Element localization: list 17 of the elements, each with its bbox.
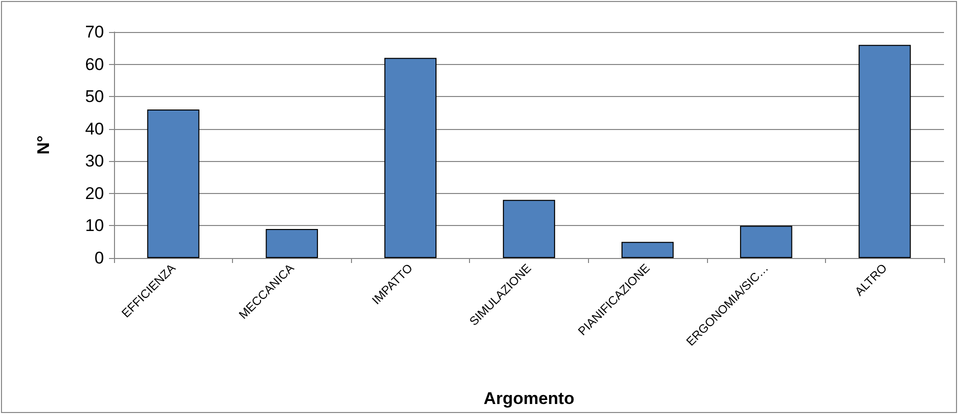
y-tick-label: 0	[94, 248, 104, 268]
bar	[621, 242, 674, 258]
y-tick-label: 60	[85, 54, 104, 74]
y-tick-label: 50	[85, 87, 104, 106]
y-tick-label: 40	[85, 119, 104, 138]
y-tick-label: 10	[85, 216, 104, 236]
y-tick-label: 20	[85, 184, 104, 203]
y-tick-label: 70	[85, 22, 104, 42]
x-axis-title: Argomento	[484, 389, 574, 408]
bar	[502, 200, 556, 258]
bar	[384, 58, 437, 258]
y-axis-title: N°	[34, 135, 53, 155]
bar	[858, 44, 911, 258]
bar	[266, 228, 318, 258]
bar	[147, 109, 200, 258]
y-tick-label: 30	[85, 152, 104, 171]
bar	[740, 226, 792, 258]
